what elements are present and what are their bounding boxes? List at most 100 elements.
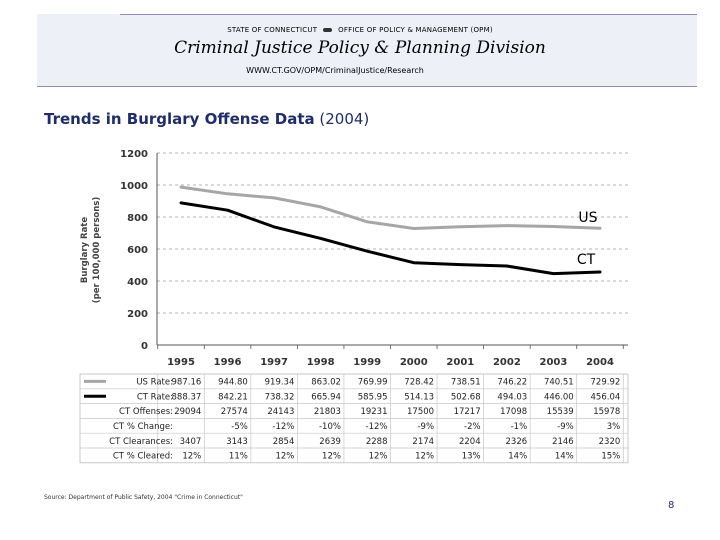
table-cell: 2639: [319, 437, 341, 447]
table-cell: 494.03: [497, 392, 527, 402]
data-table: US Rate:987.16 944.80 919.34 863.02 769.99 72…: [79, 373, 629, 464]
table-cell: 738.32: [265, 392, 295, 402]
chart-gridlines: [156, 152, 628, 349]
table-cell: 3407: [180, 437, 202, 447]
table-cell: 728.42: [404, 378, 434, 388]
x-tick-label: 2002: [493, 357, 521, 368]
table-cell: 24143: [267, 407, 294, 417]
table-row-label: CT Offenses:: [119, 407, 173, 417]
series-label-ct: CT: [577, 252, 596, 268]
table-cell: 13%: [462, 452, 481, 462]
y-tick-label: 400: [127, 277, 148, 288]
y-tick-labels: 0 200 400 600 800 1000 1200: [120, 149, 148, 352]
header-banner: [37, 14, 697, 86]
table-cell: 2174: [412, 437, 434, 447]
slide-title-main: Trends in Burglary Offense Data: [44, 110, 315, 128]
x-tick-label: 1995: [167, 357, 195, 368]
table-row-label: CT Rate:: [137, 392, 173, 402]
table-cell: -9%: [557, 422, 574, 432]
table-row-label: CT % Cleared:: [113, 452, 173, 462]
x-tick-label: 1997: [260, 357, 288, 368]
research-url: WWW.CT.GOV/OPM/CriminalJustice/Research: [246, 66, 424, 75]
page-number: 8: [668, 500, 675, 511]
table-cell: 11%: [229, 452, 248, 462]
table-cell: 746.22: [497, 378, 527, 388]
x-tick-label: 2003: [540, 357, 568, 368]
table-cell: 15%: [601, 452, 620, 462]
table-cell: 17500: [407, 407, 434, 417]
table-cell: 740.51: [544, 378, 574, 388]
series-label-us: US: [578, 210, 597, 226]
y-tick-label: 200: [127, 309, 148, 320]
table-cell: 456.04: [591, 392, 621, 402]
table-cell: 12%: [275, 452, 294, 462]
agency-left: STATE OF CONNECTICUT: [227, 26, 318, 34]
division-title: Criminal Justice Policy & Planning Divis…: [174, 38, 546, 58]
x-tick-label: 1999: [353, 357, 381, 368]
table-cell: 15978: [593, 407, 620, 417]
x-tick-label: 2000: [400, 357, 428, 368]
table-cell: 12%: [322, 452, 341, 462]
table-cell: 919.34: [265, 378, 295, 388]
series-line-us: [179, 185, 602, 230]
table-cell: 12%: [369, 452, 388, 462]
separator-icon: [323, 28, 333, 32]
table-cell: 17098: [500, 407, 527, 417]
header-rule-bottom: [37, 86, 697, 87]
series-labels: US CT: [577, 210, 598, 268]
table-cell: -5%: [231, 422, 248, 432]
x-tick-label: 1996: [214, 357, 242, 368]
source-note: Source: Department of Public Safety, 200…: [44, 494, 243, 501]
slide-title: Trends in Burglary Offense Data (2004): [44, 110, 369, 128]
y-tick-label: 800: [127, 213, 148, 224]
table-cell: -1%: [511, 422, 528, 432]
y-tick-label: 0: [141, 341, 148, 352]
table-cell: 769.99: [358, 378, 388, 388]
table-cell: 729.92: [591, 378, 621, 388]
table-cell: 2854: [273, 437, 295, 447]
table-cell: 665.94: [311, 392, 341, 402]
table-cell: 3%: [607, 422, 621, 432]
table-cell: 2320: [599, 437, 621, 447]
table-cell: 29094: [174, 407, 201, 417]
x-tick-label: 2004: [586, 357, 614, 368]
table-cell: 863.02: [311, 378, 341, 388]
table-cell: 14%: [555, 452, 574, 462]
table-cell: 12%: [415, 452, 434, 462]
y-axis-label-line1: Burglary Rate: [80, 217, 90, 283]
table-cell: 888.37: [172, 392, 202, 402]
table-cell: -10%: [319, 422, 341, 432]
table-cell: 514.13: [404, 392, 434, 402]
table-cell: 738.51: [451, 378, 481, 388]
table-cell: 502.68: [451, 392, 481, 402]
table-cell: -9%: [417, 422, 434, 432]
table-cell: 987.16: [172, 378, 202, 388]
table-cell: 2288: [366, 437, 388, 447]
table-cell: 21803: [314, 407, 341, 417]
agency-line: STATE OF CONNECTICUT OFFICE OF POLICY & M…: [0, 26, 720, 34]
agency-right: OFFICE OF POLICY & MANAGEMENT (OPM): [338, 26, 493, 34]
y-axis-label-line2: (per 100,000 persons): [92, 197, 102, 304]
table-cell: 446.00: [544, 392, 574, 402]
header-rule-top: [120, 14, 697, 15]
table-cell: 2146: [552, 437, 574, 447]
y-tick-label: 1200: [120, 149, 148, 160]
table-cell: -12%: [366, 422, 388, 432]
y-tick-label: 1000: [120, 181, 148, 192]
table-cell: 2326: [506, 437, 528, 447]
table-cell: 27574: [221, 407, 248, 417]
y-tick-label: 600: [127, 245, 148, 256]
table-cell: 14%: [508, 452, 527, 462]
x-tick-label: 2001: [446, 357, 474, 368]
slide-title-year: (2004): [319, 110, 370, 128]
table-cell: 2204: [459, 437, 481, 447]
table-cell: -2%: [464, 422, 481, 432]
table-cell: 19231: [360, 407, 387, 417]
table-cell: -12%: [272, 422, 294, 432]
table-cell: 12%: [182, 452, 201, 462]
table-row-label: US Rate:: [136, 378, 173, 388]
table-cell: 3143: [226, 437, 248, 447]
table-cell: 585.95: [358, 392, 388, 402]
x-tick-label: 1998: [307, 357, 335, 368]
